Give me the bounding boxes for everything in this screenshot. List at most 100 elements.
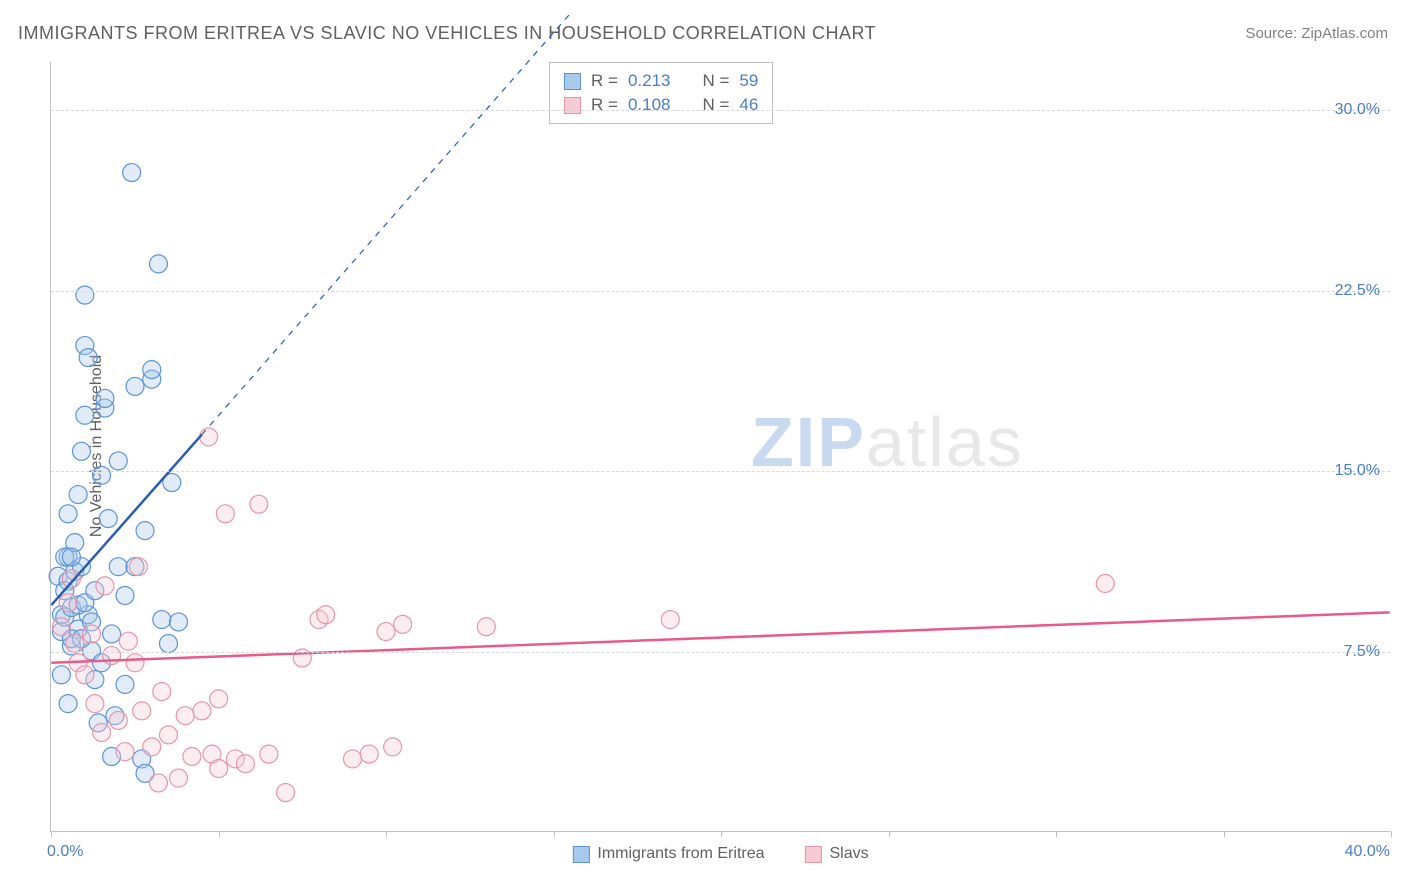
- legend: Immigrants from Eritrea Slavs: [572, 845, 868, 863]
- stat-n-label-1: N =: [702, 95, 729, 115]
- scatter-plot-svg: [51, 62, 1390, 831]
- xtick: [554, 831, 555, 837]
- scatter-point: [59, 695, 77, 713]
- scatter-point: [109, 452, 127, 470]
- stat-r-label-0: R =: [591, 71, 618, 91]
- scatter-point: [76, 286, 94, 304]
- x-axis-left-label: 0.0%: [47, 843, 83, 861]
- scatter-point: [59, 594, 77, 612]
- scatter-point: [136, 522, 154, 540]
- scatter-point: [129, 558, 147, 576]
- scatter-point: [109, 558, 127, 576]
- scatter-point: [236, 755, 254, 773]
- stats-box: R = 0.213 N = 59 R = 0.108 N = 46: [549, 62, 773, 124]
- scatter-point: [143, 738, 161, 756]
- scatter-point: [377, 623, 395, 641]
- gridline: [51, 471, 1390, 472]
- scatter-point: [86, 695, 104, 713]
- scatter-point: [143, 361, 161, 379]
- scatter-point: [93, 723, 111, 741]
- scatter-point: [200, 428, 218, 446]
- swatch-series-0: [564, 73, 581, 90]
- scatter-point: [119, 632, 137, 650]
- stat-r-val-1: 0.108: [628, 95, 671, 115]
- scatter-point: [62, 570, 80, 588]
- scatter-point: [360, 745, 378, 763]
- scatter-point: [193, 702, 211, 720]
- legend-swatch-1: [805, 846, 822, 863]
- trend-line: [51, 612, 1389, 662]
- xtick: [386, 831, 387, 837]
- scatter-point: [250, 495, 268, 513]
- xtick: [721, 831, 722, 837]
- ytick-label: 30.0%: [1335, 101, 1380, 119]
- xtick: [219, 831, 220, 837]
- scatter-point: [277, 784, 295, 802]
- xtick: [889, 831, 890, 837]
- scatter-point: [170, 613, 188, 631]
- scatter-point: [93, 466, 111, 484]
- gridline: [51, 291, 1390, 292]
- scatter-point: [79, 349, 97, 367]
- xtick: [1224, 831, 1225, 837]
- scatter-point: [133, 702, 151, 720]
- scatter-point: [96, 389, 114, 407]
- scatter-point: [123, 164, 141, 182]
- chart-area: ZIPatlas R = 0.213 N = 59 R = 0.108 N = …: [50, 62, 1390, 832]
- legend-item-0: Immigrants from Eritrea: [572, 845, 764, 863]
- scatter-point: [116, 743, 134, 761]
- chart-title: IMMIGRANTS FROM ERITREA VS SLAVIC NO VEH…: [18, 23, 876, 44]
- scatter-point: [159, 726, 177, 744]
- scatter-point: [52, 618, 70, 636]
- scatter-point: [384, 738, 402, 756]
- legend-swatch-0: [572, 846, 589, 863]
- scatter-point: [260, 745, 278, 763]
- stat-n-val-1: 46: [739, 95, 758, 115]
- legend-label-0: Immigrants from Eritrea: [597, 845, 764, 863]
- scatter-point: [477, 618, 495, 636]
- legend-label-1: Slavs: [830, 845, 869, 863]
- scatter-point: [69, 486, 87, 504]
- x-axis-right-label: 40.0%: [1345, 843, 1390, 861]
- scatter-point: [661, 611, 679, 629]
- stat-r-val-0: 0.213: [628, 71, 671, 91]
- stats-row-series-1: R = 0.108 N = 46: [564, 93, 758, 117]
- scatter-point: [149, 255, 167, 273]
- scatter-point: [96, 577, 114, 595]
- scatter-point: [116, 587, 134, 605]
- scatter-point: [103, 625, 121, 643]
- scatter-point: [126, 377, 144, 395]
- xtick: [51, 831, 52, 837]
- scatter-point: [62, 548, 80, 566]
- scatter-point: [66, 635, 84, 653]
- scatter-point: [153, 611, 171, 629]
- scatter-point: [216, 505, 234, 523]
- scatter-point: [59, 505, 77, 523]
- scatter-point: [116, 675, 134, 693]
- scatter-point: [72, 442, 90, 460]
- xtick: [1391, 831, 1392, 837]
- scatter-point: [76, 406, 94, 424]
- scatter-point: [317, 606, 335, 624]
- xtick: [1056, 831, 1057, 837]
- scatter-point: [52, 666, 70, 684]
- scatter-point: [159, 635, 177, 653]
- stat-n-label-0: N =: [702, 71, 729, 91]
- chart-header: IMMIGRANTS FROM ERITREA VS SLAVIC NO VEH…: [18, 18, 1388, 48]
- scatter-point: [170, 769, 188, 787]
- scatter-point: [210, 690, 228, 708]
- scatter-point: [149, 774, 167, 792]
- ytick-label: 7.5%: [1344, 643, 1380, 661]
- scatter-point: [153, 683, 171, 701]
- stat-n-val-0: 59: [739, 71, 758, 91]
- scatter-point: [99, 510, 117, 528]
- scatter-point: [176, 707, 194, 725]
- gridline: [51, 110, 1390, 111]
- scatter-point: [126, 654, 144, 672]
- scatter-point: [394, 615, 412, 633]
- scatter-point: [109, 711, 127, 729]
- scatter-point: [210, 760, 228, 778]
- ytick-label: 22.5%: [1335, 282, 1380, 300]
- gridline: [51, 652, 1390, 653]
- ytick-label: 15.0%: [1335, 462, 1380, 480]
